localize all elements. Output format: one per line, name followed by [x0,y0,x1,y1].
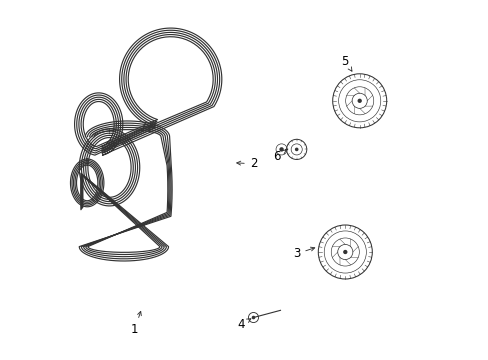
Circle shape [343,250,347,254]
Circle shape [294,148,298,151]
Circle shape [357,99,361,103]
Text: 5: 5 [341,55,351,71]
Text: 6: 6 [273,150,285,163]
Text: 1: 1 [131,311,141,336]
Text: 4: 4 [237,318,250,331]
Circle shape [251,316,255,319]
Circle shape [279,147,283,152]
Text: 3: 3 [292,247,314,260]
Text: 2: 2 [236,157,257,170]
